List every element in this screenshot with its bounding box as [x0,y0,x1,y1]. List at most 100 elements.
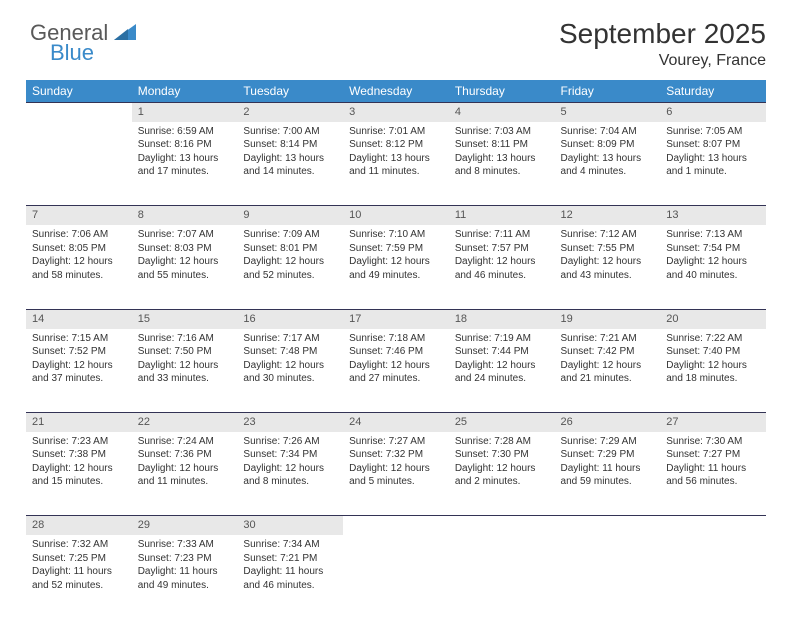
sunrise-text: Sunrise: 7:29 AM [561,435,655,449]
daylight-text: Daylight: 12 hours and 40 minutes. [666,255,760,282]
daylight-text: Daylight: 12 hours and 37 minutes. [32,359,126,386]
sunrise-text: Sunrise: 7:33 AM [138,538,232,552]
day-cell: Sunrise: 7:13 AMSunset: 7:54 PMDaylight:… [660,225,766,309]
sunrise-text: Sunrise: 7:07 AM [138,228,232,242]
day-number [343,516,449,535]
daylight-text: Daylight: 11 hours and 49 minutes. [138,565,232,592]
day-number [660,516,766,535]
day-number [26,103,132,122]
daylight-text: Daylight: 13 hours and 8 minutes. [455,152,549,179]
day-cell: Sunrise: 7:12 AMSunset: 7:55 PMDaylight:… [555,225,661,309]
sunrise-text: Sunrise: 7:17 AM [243,332,337,346]
day-cell [343,535,449,619]
daylight-text: Daylight: 12 hours and 46 minutes. [455,255,549,282]
daylight-text: Daylight: 12 hours and 18 minutes. [666,359,760,386]
sunrise-text: Sunrise: 7:10 AM [349,228,443,242]
day-number: 16 [237,309,343,328]
day-cell: Sunrise: 7:10 AMSunset: 7:59 PMDaylight:… [343,225,449,309]
content-row: Sunrise: 7:23 AMSunset: 7:38 PMDaylight:… [26,432,766,516]
day-cell: Sunrise: 7:07 AMSunset: 8:03 PMDaylight:… [132,225,238,309]
daylight-text: Daylight: 12 hours and 52 minutes. [243,255,337,282]
daylight-text: Daylight: 11 hours and 46 minutes. [243,565,337,592]
sunset-text: Sunset: 7:54 PM [666,242,760,256]
day-number: 6 [660,103,766,122]
day-number: 23 [237,413,343,432]
day-number: 29 [132,516,238,535]
sunset-text: Sunset: 7:23 PM [138,552,232,566]
sunrise-text: Sunrise: 7:24 AM [138,435,232,449]
day-number: 8 [132,206,238,225]
day-number: 24 [343,413,449,432]
day-cell [555,535,661,619]
day-cell: Sunrise: 7:29 AMSunset: 7:29 PMDaylight:… [555,432,661,516]
sunset-text: Sunset: 8:14 PM [243,138,337,152]
sunrise-text: Sunrise: 7:18 AM [349,332,443,346]
brand-sail-icon [114,24,140,44]
day-number [555,516,661,535]
day-number: 1 [132,103,238,122]
daylight-text: Daylight: 12 hours and 33 minutes. [138,359,232,386]
day-number: 9 [237,206,343,225]
sunset-text: Sunset: 7:27 PM [666,448,760,462]
daylight-text: Daylight: 11 hours and 52 minutes. [32,565,126,592]
daylight-text: Daylight: 12 hours and 49 minutes. [349,255,443,282]
sunrise-text: Sunrise: 7:13 AM [666,228,760,242]
daylight-text: Daylight: 13 hours and 1 minute. [666,152,760,179]
day-number: 2 [237,103,343,122]
day-cell: Sunrise: 7:09 AMSunset: 8:01 PMDaylight:… [237,225,343,309]
sunset-text: Sunset: 7:57 PM [455,242,549,256]
daylight-text: Daylight: 12 hours and 30 minutes. [243,359,337,386]
daylight-text: Daylight: 12 hours and 11 minutes. [138,462,232,489]
weekday-header: Friday [555,80,661,103]
sunset-text: Sunset: 7:30 PM [455,448,549,462]
day-number: 20 [660,309,766,328]
day-cell: Sunrise: 7:28 AMSunset: 7:30 PMDaylight:… [449,432,555,516]
sunrise-text: Sunrise: 7:34 AM [243,538,337,552]
day-cell: Sunrise: 7:03 AMSunset: 8:11 PMDaylight:… [449,122,555,206]
day-cell: Sunrise: 7:18 AMSunset: 7:46 PMDaylight:… [343,329,449,413]
day-cell: Sunrise: 7:19 AMSunset: 7:44 PMDaylight:… [449,329,555,413]
day-number: 26 [555,413,661,432]
daylight-text: Daylight: 12 hours and 21 minutes. [561,359,655,386]
weekday-header: Saturday [660,80,766,103]
sunrise-text: Sunrise: 7:03 AM [455,125,549,139]
daylight-text: Daylight: 12 hours and 2 minutes. [455,462,549,489]
day-number: 30 [237,516,343,535]
daylight-text: Daylight: 12 hours and 27 minutes. [349,359,443,386]
sunset-text: Sunset: 8:01 PM [243,242,337,256]
weekday-header-row: Sunday Monday Tuesday Wednesday Thursday… [26,80,766,103]
sunrise-text: Sunrise: 7:30 AM [666,435,760,449]
day-cell: Sunrise: 7:15 AMSunset: 7:52 PMDaylight:… [26,329,132,413]
day-cell: Sunrise: 7:27 AMSunset: 7:32 PMDaylight:… [343,432,449,516]
sunrise-text: Sunrise: 7:21 AM [561,332,655,346]
daylight-text: Daylight: 12 hours and 43 minutes. [561,255,655,282]
day-cell [26,122,132,206]
daylight-text: Daylight: 13 hours and 4 minutes. [561,152,655,179]
day-cell: Sunrise: 7:05 AMSunset: 8:07 PMDaylight:… [660,122,766,206]
day-number: 22 [132,413,238,432]
day-number: 12 [555,206,661,225]
brand-logo: General Blue [30,20,140,64]
day-number [449,516,555,535]
sunrise-text: Sunrise: 7:05 AM [666,125,760,139]
daylight-text: Daylight: 13 hours and 14 minutes. [243,152,337,179]
day-number: 17 [343,309,449,328]
sunrise-text: Sunrise: 7:27 AM [349,435,443,449]
sunset-text: Sunset: 7:42 PM [561,345,655,359]
day-number: 7 [26,206,132,225]
day-number: 11 [449,206,555,225]
daylight-text: Daylight: 12 hours and 55 minutes. [138,255,232,282]
daylight-text: Daylight: 13 hours and 17 minutes. [138,152,232,179]
weekday-header: Thursday [449,80,555,103]
sunset-text: Sunset: 7:55 PM [561,242,655,256]
sunrise-text: Sunrise: 7:23 AM [32,435,126,449]
daylight-text: Daylight: 11 hours and 56 minutes. [666,462,760,489]
daynum-row: 14151617181920 [26,309,766,328]
day-number: 5 [555,103,661,122]
daylight-text: Daylight: 12 hours and 8 minutes. [243,462,337,489]
sunrise-text: Sunrise: 7:22 AM [666,332,760,346]
day-cell: Sunrise: 7:17 AMSunset: 7:48 PMDaylight:… [237,329,343,413]
day-cell: Sunrise: 7:24 AMSunset: 7:36 PMDaylight:… [132,432,238,516]
sunset-text: Sunset: 7:36 PM [138,448,232,462]
day-cell: Sunrise: 6:59 AMSunset: 8:16 PMDaylight:… [132,122,238,206]
